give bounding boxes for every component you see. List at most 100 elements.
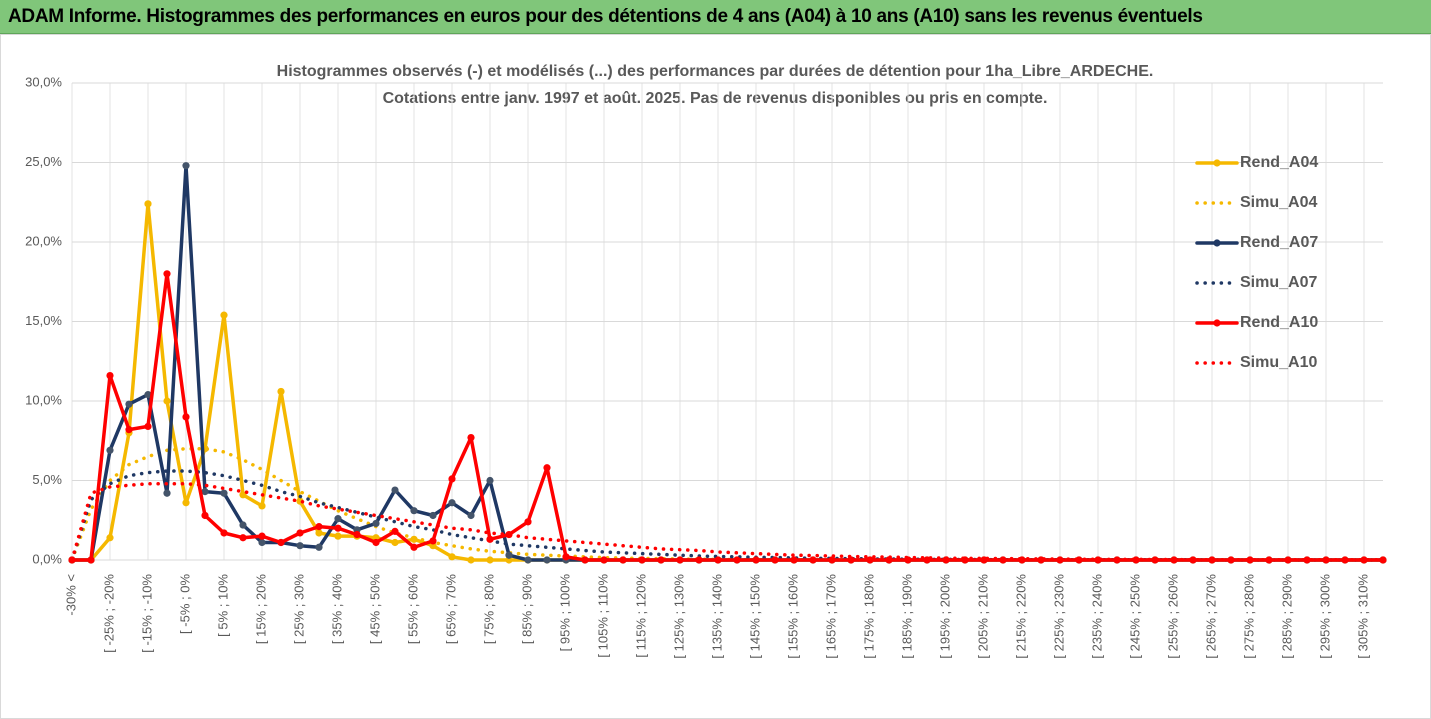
x-tick-label: [ 255% ; 260% [1165, 574, 1180, 659]
point [353, 530, 361, 539]
point [258, 538, 266, 547]
x-tick-label: [ 285% ; 290% [1279, 574, 1294, 659]
point [638, 556, 646, 564]
point [771, 556, 779, 564]
x-tick-label: [ 165% ; 170% [823, 574, 838, 659]
point [277, 538, 285, 547]
point [87, 556, 95, 564]
point [106, 534, 114, 542]
x-tick-label: [ 215% ; 220% [1013, 574, 1028, 659]
point [676, 556, 684, 564]
banner: ADAM Informe. Histogrammes des performan… [0, 0, 1431, 34]
x-tick-label: [ 75% ; 80% [481, 574, 496, 645]
x-tick-label: [ 115% ; 120% [633, 574, 648, 658]
point [239, 491, 247, 499]
x-tick-label: [ 35% ; 40% [329, 574, 344, 645]
point [315, 523, 323, 531]
banner-title: ADAM Informe. Histogrammes des performan… [8, 6, 1203, 27]
point [828, 556, 836, 564]
point [182, 162, 190, 170]
x-tick-label: [ 175% ; 180% [861, 574, 876, 659]
x-tick-label: [ 85% ; 90% [519, 574, 534, 645]
point [410, 543, 418, 551]
point [239, 521, 247, 529]
x-tick-label: [ 235% ; 240% [1089, 574, 1104, 659]
point [847, 556, 855, 564]
point [220, 529, 228, 537]
x-tick-label: -30% < [63, 574, 78, 616]
point [201, 511, 209, 520]
y-tick-label: 0,0% [32, 551, 62, 566]
point [106, 446, 114, 454]
x-tick-label: [ 185% ; 190% [899, 574, 914, 659]
x-tick-label: [ 205% ; 210% [975, 574, 990, 659]
point [258, 532, 266, 540]
chart-subtitle: Cotations entre janv. 1997 et août. 2025… [383, 90, 1048, 107]
x-tick-label: [ 275% ; 280% [1241, 574, 1256, 659]
point [144, 200, 152, 208]
x-tick-label: [ 95% ; 100% [557, 574, 572, 652]
point [163, 397, 171, 405]
point [1303, 556, 1311, 564]
x-tick-label: [ 55% ; 60% [405, 574, 420, 645]
point [543, 556, 551, 564]
point [429, 537, 437, 545]
point [372, 538, 380, 547]
x-tick-label: [ 65% ; 70% [443, 574, 458, 645]
x-tick-label: [ 125% ; 130% [671, 574, 686, 659]
point [106, 371, 114, 380]
point [790, 556, 798, 564]
point [467, 556, 475, 564]
legend-label: Rend_A07 [1240, 234, 1318, 251]
point [581, 556, 589, 564]
point [657, 556, 665, 564]
legend-marker [1213, 159, 1221, 167]
point [182, 413, 190, 421]
x-tick-label: [ 135% ; 140% [709, 574, 724, 659]
point [448, 475, 456, 483]
legend-marker [1213, 239, 1221, 247]
point [220, 311, 228, 319]
point [334, 524, 342, 532]
point [163, 489, 171, 497]
point [448, 499, 456, 507]
point [714, 556, 722, 564]
point [1189, 556, 1197, 564]
y-tick-label: 25,0% [25, 154, 62, 169]
point [334, 515, 342, 523]
legend-label: Simu_A10 [1240, 354, 1317, 371]
x-tick-label: [ 225% ; 230% [1051, 574, 1066, 659]
point [733, 556, 741, 564]
y-tick-label: 15,0% [25, 313, 62, 328]
point [429, 511, 437, 520]
point [144, 422, 152, 431]
point [144, 391, 152, 399]
point [1246, 556, 1254, 564]
point [258, 502, 266, 510]
x-tick-label: [ -5% ; 0% [177, 574, 192, 634]
point [125, 400, 133, 408]
point [467, 511, 475, 520]
point [239, 534, 247, 542]
point [866, 556, 874, 564]
point [809, 556, 817, 564]
point [562, 553, 570, 561]
point [201, 488, 209, 496]
point [1360, 556, 1368, 564]
point [524, 556, 532, 564]
legend-label: Rend_A04 [1240, 154, 1318, 171]
legend-label: Simu_A07 [1240, 274, 1317, 291]
point [600, 556, 608, 564]
point [524, 518, 532, 526]
chart-frame [0, 34, 1431, 719]
x-tick-label: [ 15% ; 20% [253, 574, 268, 645]
point [182, 499, 190, 507]
x-tick-label: [ 265% ; 270% [1203, 574, 1218, 659]
point [923, 556, 931, 564]
point [125, 426, 133, 434]
point [391, 538, 399, 547]
chart-title: Histogrammes observés (-) et modélisés (… [277, 63, 1154, 80]
point [486, 535, 494, 543]
x-tick-label: [ 5% ; 10% [215, 574, 230, 637]
point [486, 476, 494, 485]
